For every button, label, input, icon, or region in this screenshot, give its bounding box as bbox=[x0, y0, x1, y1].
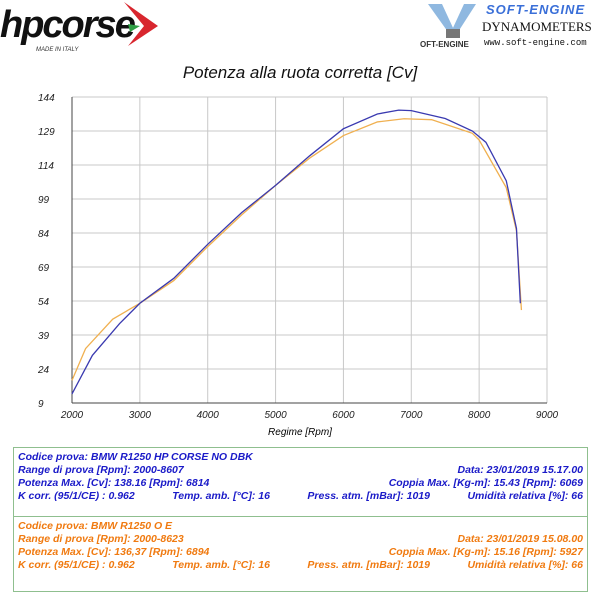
soft-engine-url: www.soft-engine.com bbox=[484, 38, 587, 48]
test-date: Data: 23/01/2019 15.08.00 bbox=[457, 533, 583, 545]
test-range: Range di prova [Rpm]: 2000-8607 bbox=[18, 464, 184, 476]
test-date: Data: 23/01/2019 15.17.00 bbox=[457, 464, 583, 476]
test-k-corr: K corr. (95/1/CE) : 0.962 bbox=[18, 490, 135, 502]
y-tick-label: 129 bbox=[38, 127, 55, 138]
x-tick-label: 9000 bbox=[536, 410, 559, 421]
test-code: Codice prova: BMW R1250 O E bbox=[18, 520, 173, 532]
y-tick-label: 69 bbox=[38, 263, 50, 274]
test-code: Codice prova: BMW R1250 HP CORSE NO DBK bbox=[18, 451, 253, 463]
soft-engine-title: SOFT-ENGINE bbox=[486, 2, 586, 17]
hpcorse-logo: hpcorse bbox=[0, 2, 158, 46]
test-max-power: Potenza Max. [Cv]: 138.16 [Rpm]: 6814 bbox=[18, 477, 210, 489]
italian-flag-swoosh-icon bbox=[124, 2, 158, 46]
soft-engine-pistons-logo-icon bbox=[428, 4, 476, 38]
y-tick-label: 99 bbox=[38, 195, 50, 206]
test-temp: Temp. amb. [°C]: 16 bbox=[172, 559, 270, 571]
test-info-box: Codice prova: BMW R1250 HP CORSE NO DBK … bbox=[13, 447, 588, 517]
test-temp: Temp. amb. [°C]: 16 bbox=[172, 490, 270, 502]
hpcorse-tagline: MADE IN ITALY bbox=[36, 47, 79, 53]
x-axis-label: Regime [Rpm] bbox=[268, 427, 332, 438]
test-max-power: Potenza Max. [Cv]: 136,37 [Rpm]: 6894 bbox=[18, 546, 210, 558]
test-info-box: Codice prova: BMW R1250 O E Range di pro… bbox=[13, 516, 588, 592]
test-max-torque: Coppia Max. [Kg-m]: 15.43 [Rpm]: 6069 bbox=[388, 477, 583, 489]
x-tick-label: 6000 bbox=[332, 410, 355, 421]
power-chart: 9 24 39 54 69 84 99 114 129 144 2000 3000 4000 5000 60… bbox=[37, 93, 559, 421]
y-tick-label: 114 bbox=[38, 161, 54, 172]
x-tick-label: 2000 bbox=[60, 410, 84, 421]
chart-title: Potenza alla ruota corretta [Cv] bbox=[182, 63, 418, 82]
soft-engine-subtitle: DYNAMOMETERS bbox=[482, 19, 592, 34]
test-pressure: Press. atm. [mBar]: 1019 bbox=[307, 490, 430, 502]
test-range: Range di prova [Rpm]: 2000-8623 bbox=[18, 533, 184, 545]
test-humidity: Umidità relativa [%]: 66 bbox=[467, 490, 583, 502]
test-max-torque: Coppia Max. [Kg-m]: 15.16 [Rpm]: 5927 bbox=[388, 546, 583, 558]
y-tick-label: 54 bbox=[38, 297, 50, 308]
test-pressure: Press. atm. [mBar]: 1019 bbox=[307, 559, 430, 571]
y-tick-label: 24 bbox=[37, 365, 50, 376]
y-tick-label: 9 bbox=[38, 399, 44, 410]
y-tick-label: 84 bbox=[38, 229, 50, 240]
series-line-0 bbox=[71, 109, 521, 395]
x-tick-label: 3000 bbox=[129, 410, 152, 421]
test-k-corr: K corr. (95/1/CE) : 0.962 bbox=[18, 559, 135, 571]
soft-engine-mark: OFT-ENGINE bbox=[420, 40, 469, 49]
x-tick-label: 4000 bbox=[197, 410, 220, 421]
x-tick-label: 8000 bbox=[468, 410, 491, 421]
x-tick-label: 7000 bbox=[400, 410, 423, 421]
x-tick-label: 5000 bbox=[264, 410, 287, 421]
y-tick-label: 39 bbox=[38, 331, 50, 342]
hpcorse-logo-text: hpcorse bbox=[0, 4, 136, 46]
test-humidity: Umidità relativa [%]: 66 bbox=[467, 559, 583, 571]
y-tick-label: 144 bbox=[38, 93, 55, 104]
